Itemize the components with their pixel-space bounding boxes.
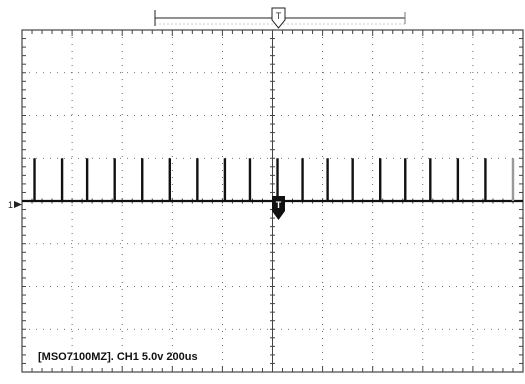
trigger-marker-label: T — [276, 200, 282, 210]
channel-1-marker[interactable]: 1 — [8, 200, 22, 210]
channel-1-label: 1 — [8, 200, 13, 210]
trigger-marker-icon[interactable]: T — [272, 196, 285, 220]
trigger-position-icon[interactable]: T — [271, 7, 286, 29]
scope-readout: [MSO7100MZ]. CH1 5.0v 200us — [38, 351, 198, 363]
trigger-position-label: T — [276, 11, 282, 21]
